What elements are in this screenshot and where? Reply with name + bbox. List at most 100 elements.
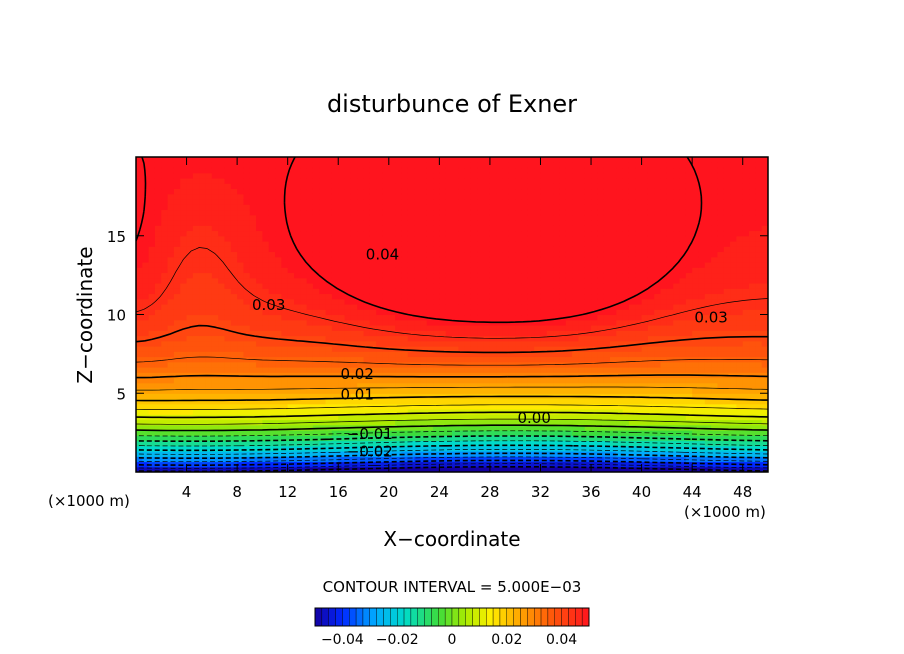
heatmap-cell bbox=[256, 241, 263, 247]
heatmap-cell bbox=[407, 340, 415, 347]
heatmap-cell bbox=[521, 314, 529, 321]
heatmap-cell bbox=[275, 330, 282, 337]
heatmap-cell bbox=[489, 283, 497, 289]
heatmap-cell bbox=[420, 183, 428, 190]
heatmap-cell bbox=[300, 403, 308, 410]
heatmap-cell bbox=[230, 225, 238, 232]
heatmap-cell bbox=[205, 403, 213, 410]
heatmap-cell bbox=[597, 267, 605, 274]
heatmap-cell bbox=[508, 388, 516, 394]
heatmap-cell bbox=[312, 293, 320, 300]
heatmap-cell bbox=[319, 435, 327, 442]
heatmap-cell bbox=[287, 456, 295, 463]
heatmap-cell bbox=[401, 325, 409, 331]
heatmap-cell bbox=[224, 277, 232, 284]
heatmap-cell bbox=[395, 235, 403, 242]
heatmap-cell bbox=[395, 403, 403, 410]
heatmap-cell bbox=[616, 409, 624, 415]
heatmap-cell bbox=[426, 309, 434, 316]
heatmap-cell bbox=[439, 430, 447, 436]
heatmap-cell bbox=[350, 251, 358, 258]
heatmap-cell bbox=[515, 283, 523, 289]
heatmap-cell bbox=[508, 267, 516, 274]
heatmap-cell bbox=[420, 330, 428, 337]
heatmap-cell bbox=[344, 188, 352, 195]
heatmap-cell bbox=[647, 319, 655, 326]
heatmap-cell bbox=[388, 456, 396, 463]
heatmap-cell bbox=[578, 367, 586, 373]
heatmap-cell bbox=[243, 188, 251, 195]
heatmap-cell bbox=[376, 288, 384, 295]
heatmap-cell bbox=[325, 256, 333, 263]
heatmap-cell bbox=[136, 193, 143, 200]
heatmap-cell bbox=[401, 220, 409, 226]
heatmap-cell bbox=[591, 277, 598, 284]
heatmap-cell bbox=[559, 251, 567, 258]
heatmap-cell bbox=[167, 157, 175, 163]
heatmap-cell bbox=[256, 230, 263, 237]
heatmap-cell bbox=[603, 398, 611, 405]
heatmap-cell bbox=[628, 414, 636, 421]
heatmap-cell bbox=[452, 235, 459, 242]
heatmap-cell bbox=[249, 157, 257, 163]
heatmap-cell bbox=[426, 466, 434, 472]
heatmap-cell bbox=[173, 424, 181, 431]
heatmap-cell bbox=[243, 346, 251, 352]
heatmap-cell bbox=[483, 277, 491, 284]
heatmap-cell bbox=[534, 220, 542, 226]
heatmap-cell bbox=[401, 172, 409, 179]
heatmap-cell bbox=[572, 178, 579, 184]
heatmap-cell bbox=[338, 193, 346, 200]
heatmap-cell bbox=[407, 377, 415, 384]
heatmap-cell bbox=[433, 314, 440, 321]
heatmap-cell bbox=[591, 451, 598, 457]
heatmap-cell bbox=[477, 157, 485, 163]
heatmap-cell bbox=[312, 367, 320, 373]
heatmap-cell bbox=[268, 451, 276, 457]
heatmap-cell bbox=[407, 319, 415, 326]
heatmap-cell bbox=[376, 409, 384, 415]
heatmap-cell bbox=[142, 241, 150, 247]
heatmap-cell bbox=[211, 214, 219, 221]
heatmap-cell bbox=[148, 361, 156, 368]
heatmap-cell bbox=[281, 230, 289, 237]
heatmap-cell bbox=[331, 225, 339, 232]
heatmap-cell bbox=[325, 430, 333, 436]
heatmap-cell bbox=[445, 456, 453, 463]
heatmap-cell bbox=[136, 183, 143, 190]
heatmap-cell bbox=[591, 288, 598, 295]
heatmap-cell bbox=[331, 288, 339, 295]
heatmap-cell bbox=[616, 246, 624, 253]
heatmap-cell bbox=[654, 393, 662, 400]
heatmap-cell bbox=[603, 419, 611, 426]
heatmap-cell bbox=[161, 456, 169, 463]
heatmap-cell bbox=[622, 214, 630, 221]
heatmap-cell bbox=[597, 288, 605, 295]
heatmap-cell bbox=[527, 230, 535, 237]
heatmap-cell bbox=[218, 162, 226, 169]
heatmap-cell bbox=[445, 262, 453, 268]
heatmap-cell bbox=[167, 293, 175, 300]
heatmap-cell bbox=[243, 382, 251, 389]
heatmap-cell bbox=[654, 230, 662, 237]
heatmap-cell bbox=[344, 288, 352, 295]
heatmap-cell bbox=[610, 430, 617, 436]
heatmap-cell bbox=[401, 256, 409, 263]
heatmap-cell bbox=[243, 304, 251, 310]
heatmap-cell bbox=[458, 346, 466, 352]
heatmap-cell bbox=[559, 188, 567, 195]
heatmap-cell bbox=[534, 304, 542, 310]
heatmap-cell bbox=[199, 398, 207, 405]
heatmap-cell bbox=[211, 435, 219, 442]
heatmap-cell bbox=[584, 398, 592, 405]
heatmap-cell bbox=[452, 256, 459, 263]
heatmap-cell bbox=[597, 435, 605, 442]
heatmap-cell bbox=[654, 193, 662, 200]
heatmap-cell bbox=[192, 288, 200, 295]
heatmap-cell bbox=[186, 319, 194, 326]
heatmap-cell bbox=[559, 204, 567, 211]
heatmap-cell bbox=[331, 262, 339, 268]
heatmap-cell bbox=[161, 314, 169, 321]
heatmap-cell bbox=[610, 272, 617, 279]
heatmap-cell bbox=[414, 178, 421, 184]
